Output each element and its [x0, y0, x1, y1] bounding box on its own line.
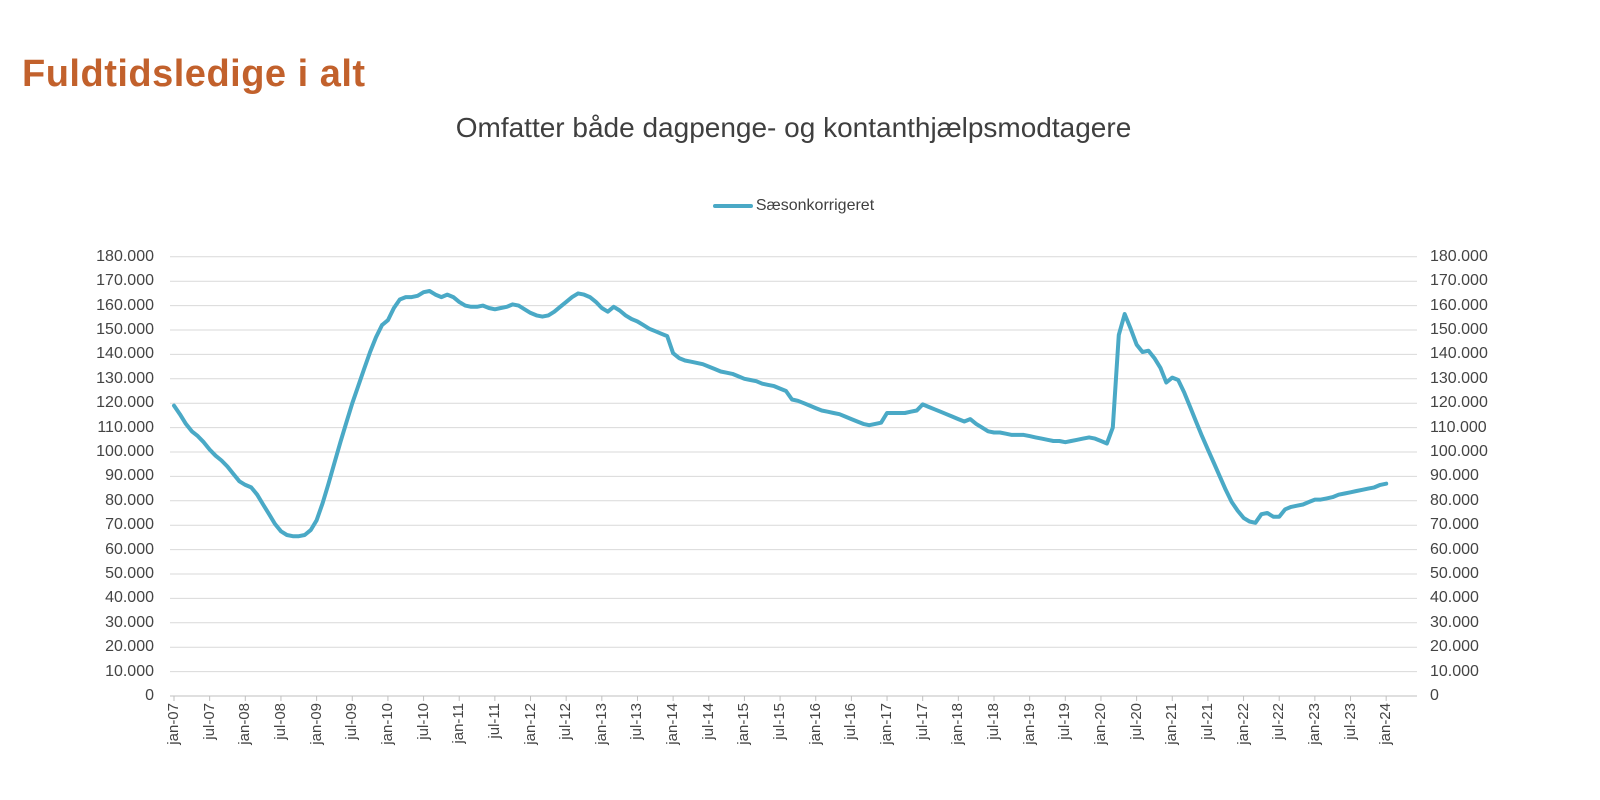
- page-title: Fuldtidsledige i alt: [22, 53, 366, 96]
- x-axis-tick-label: jul-09: [343, 703, 361, 740]
- x-axis-tick-label: jul-14: [699, 703, 717, 740]
- y-axis-tick-label: 60.000: [1430, 540, 1479, 558]
- x-axis-tick-label: jan-12: [521, 703, 539, 745]
- x-axis-tick-label: jul-19: [1056, 703, 1074, 740]
- x-axis-tick-label: jan-11: [450, 703, 468, 744]
- y-axis-tick-label: 10.000: [105, 662, 154, 680]
- x-axis-tick-label: jan-18: [949, 703, 967, 745]
- y-axis-tick-label: 100.000: [96, 443, 154, 460]
- gridlines: [170, 256, 1417, 673]
- x-axis: [170, 695, 1417, 701]
- y-axis-tick-label: 50.000: [1430, 565, 1479, 582]
- y-axis-tick-label: 130.000: [1430, 369, 1488, 387]
- y-axis-tick-label: 70.000: [1430, 516, 1479, 534]
- y-axis-tick-label: 0: [145, 687, 154, 704]
- y-axis-tick-label: 140.000: [1430, 345, 1488, 363]
- x-axis-tick-label: jan-20: [1091, 703, 1109, 745]
- x-axis-tick-label: jan-08: [236, 703, 254, 745]
- y-axis-tick-label: 180.000: [1430, 247, 1488, 265]
- x-axis-tick-label: jan-14: [664, 703, 682, 745]
- y-axis-tick-label: 20.000: [105, 638, 154, 656]
- y-axis-tick-label: 90.000: [1430, 467, 1479, 485]
- x-axis-tick-label: jul-22: [1270, 703, 1288, 740]
- y-axis-tick-label: 130.000: [96, 369, 154, 387]
- y-axis-tick-label: 70.000: [105, 516, 154, 534]
- y-axis-tick-label: 0: [1430, 687, 1439, 704]
- x-axis-tick-label: jan-07: [165, 703, 182, 745]
- x-axis-tick-label: jan-15: [735, 703, 753, 745]
- x-axis-tick-label: jan-09: [307, 703, 325, 745]
- series-line: [172, 289, 1389, 539]
- x-axis-tick-label: jul-11: [485, 703, 503, 739]
- y-axis-tick-label: 10.000: [1430, 662, 1479, 680]
- y-axis-tick-label: 110.000: [1430, 418, 1487, 436]
- x-axis-tick-label: jul-08: [271, 703, 289, 740]
- y-axis-tick-label: 160.000: [1430, 296, 1488, 314]
- y-axis-tick-label: 40.000: [105, 589, 154, 607]
- x-axis-tick-label: jan-16: [806, 703, 824, 745]
- x-axis-tick-label: jul-20: [1127, 703, 1145, 740]
- y-axis-tick-label: 150.000: [96, 321, 154, 338]
- x-axis-tick-label: jul-15: [771, 703, 789, 740]
- x-axis-tick-label: jul-16: [842, 703, 860, 740]
- x-axis-tick-label: jan-24: [1377, 703, 1395, 745]
- y-axis-tick-label: 80.000: [105, 491, 154, 509]
- y-axis-tick-label: 160.000: [96, 296, 154, 314]
- x-axis-tick-label: jan-19: [1020, 703, 1038, 745]
- y-axis-tick-label: 100.000: [1430, 443, 1488, 460]
- x-axis-tick-label: jul-12: [557, 703, 575, 740]
- legend-line-swatch: [712, 204, 753, 208]
- x-axis-tick-label: jan-13: [592, 703, 610, 745]
- legend-item-label: Sæsonkorrigeret: [755, 197, 875, 214]
- y-axis-tick-label: 50.000: [105, 565, 154, 582]
- y-axis-tick-label: 140.000: [96, 345, 154, 363]
- x-axis-tick-label: jul-23: [1341, 703, 1359, 740]
- x-axis-tick-label: jul-17: [913, 703, 931, 740]
- legend[interactable]: Sæsonkorrigeret: [170, 197, 1417, 215]
- y-axis-tick-label: 110.000: [97, 418, 154, 436]
- y-axis-tick-label: 120.000: [1430, 394, 1488, 412]
- x-axis-tick-label: jul-13: [628, 703, 646, 740]
- y-axis-tick-label: 20.000: [1430, 638, 1479, 656]
- y-axis-tick-label: 170.000: [96, 272, 154, 290]
- y-axis-tick-label: 180.000: [96, 247, 154, 265]
- y-axis-tick-label: 120.000: [96, 394, 154, 412]
- x-axis-tick-label: jan-10: [378, 703, 396, 745]
- y-axis-tick-label: 60.000: [105, 540, 154, 558]
- y-axis-tick-label: 30.000: [1430, 613, 1479, 631]
- y-axis-tick-label: 40.000: [1430, 589, 1479, 607]
- x-axis-tick-label: jul-21: [1198, 703, 1216, 740]
- x-axis-tick-label: jul-18: [984, 703, 1002, 740]
- x-axis-tick-label: jan-22: [1234, 703, 1252, 745]
- y-axis-tick-label: 150.000: [1430, 321, 1488, 338]
- x-axis-tick-label: jan-17: [878, 703, 896, 745]
- y-axis-tick-label: 80.000: [1430, 491, 1479, 509]
- y-axis-tick-label: 90.000: [105, 467, 154, 485]
- x-axis-tick-label: jan-23: [1305, 703, 1323, 745]
- x-axis-tick-label: jan-21: [1163, 703, 1181, 745]
- chart-title: Omfatter både dagpenge- og kontanthjælps…: [455, 112, 1132, 143]
- x-axis-tick-label: jul-10: [414, 703, 432, 740]
- y-axis-tick-label: 30.000: [105, 613, 154, 631]
- x-axis-tick-label: jul-07: [200, 703, 218, 740]
- y-axis-tick-label: 170.000: [1430, 272, 1488, 290]
